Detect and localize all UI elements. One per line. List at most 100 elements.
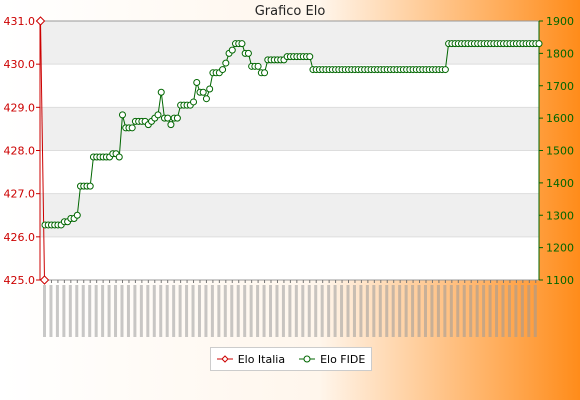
x-axis-label-mark [327,285,331,337]
legend-item-elo-italia: Elo Italia [216,352,286,366]
legend-swatch-elo-italia [216,355,233,363]
right-axis-label: 1400 [546,177,574,190]
x-axis-label-mark [269,285,273,337]
point-elo-fide [222,59,230,67]
x-axis-label-mark [378,285,382,337]
x-axis-label-mark [249,285,253,337]
grid-band [40,107,539,151]
x-axis-label-mark [88,285,92,337]
x-axis-label-mark [120,285,124,337]
x-axis-label-mark [294,285,298,337]
x-axis-label-mark [307,285,311,337]
point-elo-fide [261,69,269,77]
x-axis-label-mark [411,285,415,337]
point-elo-fide [73,211,81,219]
x-axis-label-mark [133,285,137,337]
point-elo-fide [164,114,172,122]
point-elo-fide [157,88,165,96]
right-axis-label: 1500 [546,145,574,158]
x-axis-label-mark [352,285,356,337]
point-elo-fide [238,40,246,48]
x-axis-label-mark [75,285,79,337]
x-axis-label-mark [365,285,369,337]
point-elo-fide [228,46,236,54]
point-elo-fide [128,124,136,132]
x-axis-label-mark [236,285,240,337]
point-elo-fide [115,153,123,161]
chart-legend: Elo Italia Elo FIDE [210,347,372,371]
legend-swatch-elo-fide [299,355,316,363]
x-axis-label-mark [436,285,440,337]
right-axis-label: 1700 [546,80,574,93]
legend-label-elo-fide: Elo FIDE [320,352,366,366]
point-elo-fide [202,95,210,103]
left-axis-label: 429.0 [4,101,36,114]
x-axis-label-mark [55,285,59,337]
x-axis-label-mark [417,285,421,337]
x-axis-label-mark [449,285,453,337]
point-elo-fide [190,98,198,106]
x-axis-label-mark [210,285,214,337]
x-axis-label-mark [152,285,156,337]
legend-label-elo-italia: Elo Italia [237,352,286,366]
x-axis-label-mark [346,285,350,337]
x-axis-label-mark [68,285,72,337]
left-axis-label: 428.0 [4,145,36,158]
left-axis-label: 426.0 [4,231,36,244]
x-axis-label-mark [49,285,53,337]
left-axis-label: 425.0 [4,274,36,287]
x-axis-label-mark [372,285,376,337]
x-axis-label-mark [178,285,182,337]
x-axis-label-mark [159,285,163,337]
x-axis-label-mark [314,285,318,337]
x-axis-label-mark [520,285,524,337]
x-axis-label-mark [217,285,221,337]
left-axis-label: 430.0 [4,58,36,71]
x-axis-label-mark [191,285,195,337]
x-axis-label-mark [423,285,427,337]
point-elo-fide [535,40,543,48]
point-elo-fide [86,182,94,190]
x-axis-label-mark [165,285,169,337]
x-axis-label-mark [81,285,85,337]
point-elo-italia [39,275,50,285]
x-axis-label-mark [94,285,98,337]
x-axis-label-mark [43,285,46,337]
x-axis-label-mark [462,285,466,337]
x-axis-label-mark [262,285,266,337]
x-axis-label-mark [391,285,395,337]
x-axis-label-mark [204,285,208,337]
x-axis-label-mark [101,285,105,337]
x-axis-label-mark [482,285,486,337]
x-axis-label-mark [340,285,344,337]
x-axis-label-mark [527,285,531,337]
x-axis-label-mark [146,285,150,337]
x-axis-label-mark [514,285,518,337]
x-axis-label-mark [281,285,285,337]
x-axis-label-mark [507,285,511,337]
x-axis-label-mark [320,285,324,337]
point-elo-fide [206,85,214,93]
point-elo-italia [35,16,46,26]
right-axis-label: 1800 [546,47,574,60]
right-axis-label: 1200 [546,242,574,255]
x-axis-label-mark [139,285,143,337]
point-elo-fide [118,111,126,119]
x-axis-label-mark [359,285,363,337]
x-axis-label-mark [197,285,201,337]
series-line-elo-italia [40,20,45,281]
point-elo-fide [154,111,162,119]
right-axis-label: 1100 [546,274,574,287]
x-axis-label-mark [107,285,111,337]
point-elo-fide [193,79,201,87]
x-axis-label-mark [495,285,499,337]
x-axis-label-mark [62,285,66,337]
point-elo-fide [199,88,207,96]
right-axis-label: 1600 [546,112,574,125]
point-elo-fide [244,49,252,57]
x-axis-label-mark [256,285,260,337]
x-axis-label-mark [333,285,337,337]
x-axis-label-mark [475,285,479,337]
right-axis-label: 1900 [546,15,574,28]
